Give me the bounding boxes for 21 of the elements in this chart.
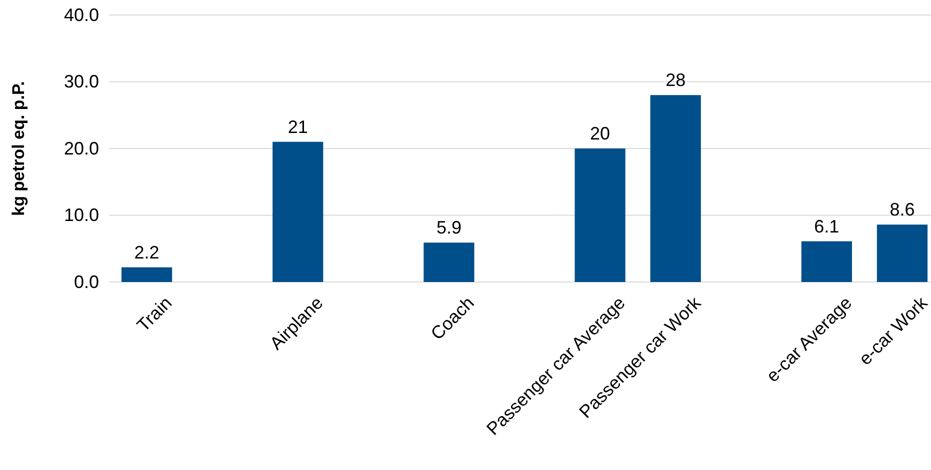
data-label: 21 [288,116,308,137]
bar [876,224,928,282]
data-label: 2.2 [134,242,160,262]
y-axis-title: kg petrol eq. p.P. [9,81,28,216]
data-label: 6.1 [814,216,840,236]
data-label: 8.6 [890,200,915,220]
bar [801,241,852,282]
y-tick-label: 0.0 [74,272,99,292]
bar [574,148,626,282]
y-tick-label: 10.0 [64,205,99,226]
bar [424,242,474,282]
bar [272,142,324,282]
y-tick-label: 20.0 [64,138,99,158]
data-label: 5.9 [436,218,462,238]
y-tick-label: 30.0 [64,72,99,92]
data-label: 28 [666,70,686,90]
data-label: 20 [590,124,610,144]
bar [121,267,172,282]
bar [650,95,701,282]
x-tick-label: Train [133,292,176,336]
y-tick-label: 40.0 [64,4,99,25]
